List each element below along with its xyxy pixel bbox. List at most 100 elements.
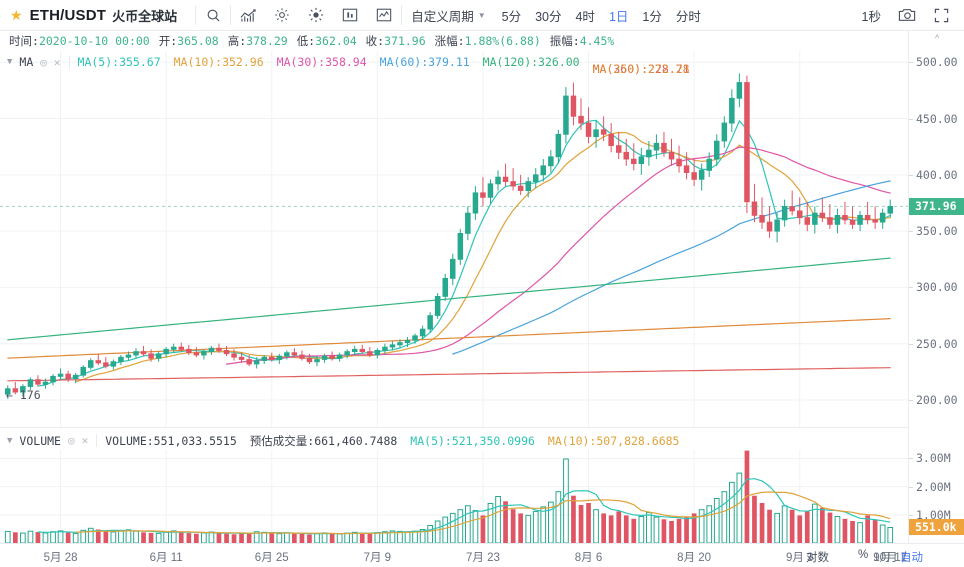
volume-tick-label: 3.00M (916, 451, 951, 466)
timeframe-4h[interactable]: 4时 (575, 9, 595, 24)
price-axis[interactable]: ^ 500.00 450.00 400.00 350.00 300.00 250.00 20… (908, 31, 964, 543)
favorite-star-icon[interactable]: ★ (10, 7, 23, 23)
time-tick-label: 10月 1 (873, 552, 908, 564)
info-close: 收:371.96 (366, 33, 426, 49)
volume-pane[interactable] (0, 450, 908, 543)
timeframe-1d[interactable]: 1日 (608, 9, 629, 24)
time-tick-label: 7月 23 (465, 552, 500, 564)
low-label: 低: (296, 34, 316, 48)
ma-value-30: MA(30):358.94 (276, 55, 367, 69)
pane-divider (0, 427, 964, 428)
ma-value-250: MA(250):272.28 (592, 62, 690, 76)
ma-indicator-legend: ▼ MA ◎ ✕ MA(5):355.67 MA(10):352.96 MA(3… (0, 52, 900, 76)
info-time: 时间:2020-10-10 00:00 (9, 33, 150, 49)
price-tick-mark (909, 287, 913, 289)
time-tick-label: 7月 9 (363, 552, 392, 564)
info-amplitude: 振幅:4.45% (550, 33, 615, 49)
search-icon[interactable] (196, 0, 230, 30)
percent-scale-option[interactable]: % (858, 549, 869, 561)
amplitude-label: 振幅: (549, 34, 580, 48)
volume-svg (0, 450, 908, 543)
time-axis[interactable]: 5月 28 6月 11 6月 25 7月 9 7月 23 8月 6 8月 20 9月 3 9月 … (0, 543, 964, 567)
toolbar-divider (401, 5, 403, 25)
layout-panel-icon[interactable] (333, 0, 367, 30)
volume-ma-5: MA(5):521,350.0996 (410, 433, 535, 448)
candlestick-pane[interactable] (0, 51, 908, 427)
timeframe-30m[interactable]: 30分 (535, 9, 562, 24)
current-price-tag: 371.96 (909, 197, 964, 215)
ma-value-60: MA(60):379.11 (379, 55, 470, 69)
volume-tick-label: 1.00M (916, 507, 951, 522)
volume-indicator-legend: ▼ VOLUME ◎ ✕ VOLUME:551,033.5515 预估成交量:6… (0, 431, 900, 450)
volume-ma-10: MA(10):507,828.6685 (547, 433, 680, 448)
price-tick-mark (909, 399, 913, 401)
time-tick-label: 5月 28 (43, 552, 78, 564)
volume-tick-mark (909, 458, 913, 460)
price-tick-label: 500.00 (916, 55, 958, 70)
estimated-volume: 预估成交量:661,460.7488 (249, 433, 398, 448)
current-volume-tag: 551.0k (909, 519, 964, 536)
high-label: 高: (227, 34, 247, 48)
caret-up-icon: ^ (935, 33, 940, 43)
refresh-rate-label[interactable]: 1秒 (861, 9, 881, 24)
candlestick-svg (0, 51, 908, 427)
price-tick-label: 200.00 (916, 392, 958, 407)
volume-tick-mark (909, 486, 913, 488)
timeframe-1m[interactable]: 1分 (642, 9, 662, 24)
open-label: 开: (158, 34, 178, 48)
amplitude-value: 4.45% (579, 34, 615, 48)
change-value: 1.88%(6.88) (464, 34, 541, 48)
custom-period-selector[interactable]: 自定义周期 ▼ (402, 0, 494, 30)
price-annotation-176: ← 176 (6, 388, 41, 402)
indicator-chart-icon[interactable] (231, 0, 265, 30)
collapse-caret-icon[interactable]: ▼ (7, 435, 13, 446)
timeframe-5m[interactable]: 5分 (501, 9, 522, 24)
collapse-caret-icon[interactable]: ▼ (7, 57, 13, 67)
auto-scale-option[interactable]: 自动 (900, 552, 923, 564)
ma-legend-name: MA (19, 55, 34, 69)
change-label: 涨幅: (434, 34, 465, 48)
sub-chart-icon[interactable] (367, 0, 401, 30)
custom-period-label: 自定义周期 (411, 9, 474, 24)
volume-legend-name: VOLUME (19, 433, 61, 448)
settings-circle-icon[interactable]: ◎ (40, 55, 47, 69)
time-tick-label: 6月 11 (149, 552, 183, 564)
settings-gear-icon[interactable] (265, 0, 299, 30)
time-label: 时间: (9, 34, 39, 48)
ma-value-5: MA(5):355.67 (77, 55, 161, 69)
chevron-down-icon: ▼ (477, 10, 486, 20)
timeframe-timeshare[interactable]: 分时 (675, 9, 701, 24)
ma-value-120: MA(120):326.00 (482, 55, 580, 69)
top-toolbar: ★ ETH/USDT 火币全球站 (0, 0, 964, 31)
camera-screenshot-icon[interactable] (890, 0, 924, 30)
volume-tick-label: 2.00M (916, 479, 951, 494)
time-tick-label: 9月 3 (785, 552, 814, 564)
volume-tick-mark (909, 514, 913, 516)
time-value: 2020-10-10 00:00 (38, 34, 150, 48)
high-value: 378.29 (246, 34, 288, 48)
info-change: 涨幅:1.88%(6.88) (435, 33, 541, 49)
open-value: 365.08 (177, 34, 219, 48)
log-scale-option[interactable]: 对数 (806, 552, 829, 564)
price-tick-mark (909, 118, 913, 120)
price-tick-label: 250.00 (916, 336, 958, 351)
fullscreen-icon[interactable] (924, 0, 958, 30)
price-tick-mark (909, 231, 913, 233)
time-tick-label: 6月 25 (254, 552, 289, 564)
symbol-label: ETH/USDT (29, 6, 107, 24)
settings-circle-icon[interactable]: ◎ (67, 434, 75, 447)
close-label: 收: (365, 34, 385, 48)
info-low: 低:362.04 (297, 33, 357, 49)
info-open: 开:365.08 (159, 33, 219, 49)
legend-divider (96, 434, 98, 447)
close-icon[interactable]: ✕ (53, 55, 61, 69)
info-high: 高:378.29 (228, 33, 288, 49)
ma-value-360: MA(360):228.71 (592, 62, 690, 76)
brightness-theme-icon[interactable] (299, 0, 333, 30)
volume-value: VOLUME:551,033.5515 (105, 433, 237, 448)
ma-value-10: MA(10):352.96 (173, 55, 264, 69)
time-tick-label: 8月 6 (574, 552, 603, 564)
low-value: 362.04 (315, 34, 357, 48)
close-icon[interactable]: ✕ (81, 434, 89, 447)
